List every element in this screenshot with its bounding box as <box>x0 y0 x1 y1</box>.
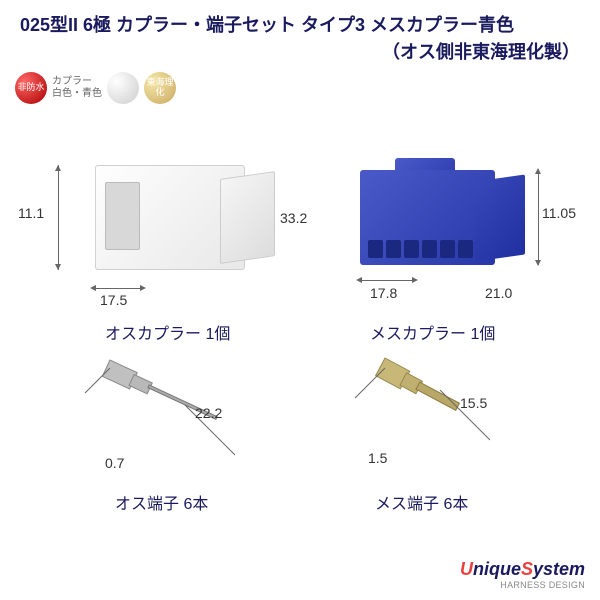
male-coupler-label: オスカプラー 1個 <box>105 320 230 344</box>
female-coupler-diagram: 17.8 11.05 21.0 <box>320 140 570 310</box>
female-coupler-label: メスカプラー 1個 <box>370 320 495 344</box>
male-terminal-diagram: 22.2 0.7 <box>80 350 280 510</box>
female-terminal-label: メス端子 6本 <box>375 490 468 514</box>
title-line1: 025型II 6極 カプラー・端子セット タイプ3 メスカプラー青色 <box>20 12 580 39</box>
male-depth-dim: 33.2 <box>280 210 307 226</box>
female-terminal-holes <box>368 240 473 258</box>
badge-row: 非防水 カプラー 白色・青色 東海理化 <box>15 72 176 104</box>
product-diagram: 025型II 6極 カプラー・端子セット タイプ3 メスカプラー青色 （オス側非… <box>0 0 600 600</box>
female-term-length: 15.5 <box>460 395 487 411</box>
female-coupler-front <box>475 174 525 261</box>
male-coupler-diagram: 11.1 17.5 33.2 <box>50 140 280 310</box>
brand-logo: UniqueSystem HARNESS DESIGN <box>460 559 585 590</box>
female-width-dim: 17.8 <box>370 285 397 301</box>
male-term-length: 22.2 <box>195 405 222 421</box>
maker-badge: 東海理化 <box>144 72 176 104</box>
waterproof-badge: 非防水 <box>15 72 47 104</box>
male-term-tip: 0.7 <box>105 455 124 471</box>
female-height-dim: 11.05 <box>542 205 576 221</box>
color-label: カプラー 白色・青色 <box>52 76 102 100</box>
male-width-dim: 17.5 <box>100 292 127 308</box>
male-coupler-cavity <box>105 182 140 250</box>
female-term-tip: 1.5 <box>368 450 387 466</box>
color-badge <box>107 72 139 104</box>
male-height-dim: 11.1 <box>18 205 44 221</box>
title-line2: （オス側非東海理化製） <box>20 39 580 66</box>
product-title: 025型II 6極 カプラー・端子セット タイプ3 メスカプラー青色 （オス側非… <box>20 12 580 66</box>
female-depth-dim: 21.0 <box>485 285 512 301</box>
male-coupler-front <box>220 171 275 264</box>
female-terminal-diagram: 15.5 1.5 <box>340 350 540 510</box>
male-terminal-label: オス端子 6本 <box>115 490 208 514</box>
